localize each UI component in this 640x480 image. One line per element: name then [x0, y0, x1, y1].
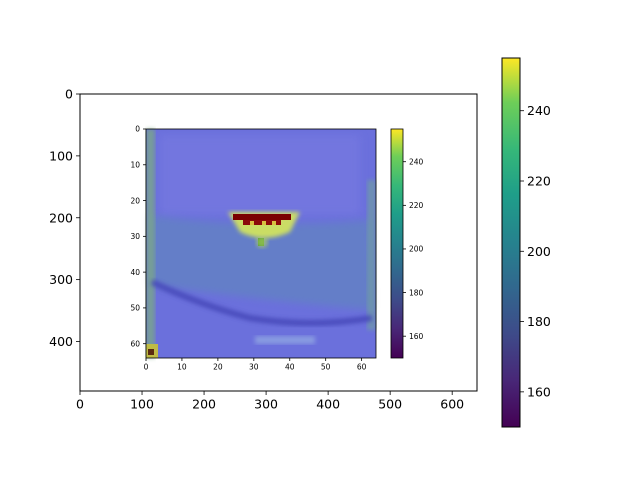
inner-x-tick-label: 50: [321, 363, 331, 372]
outer-y-tick-label: 400: [49, 334, 73, 349]
inner-image-right-edge: [367, 180, 376, 330]
inner-image-hotspot-stem-glow: [256, 236, 268, 248]
outer-x-tick-label: 300: [254, 397, 278, 412]
inner-y-tick-label: 30: [130, 232, 140, 241]
inner-image-corner-dark: [148, 349, 154, 355]
outer-colorbar-tick-label: 220: [527, 174, 551, 189]
inner-colorbar-tick-label: 220: [409, 201, 424, 210]
outer-colorbar-tick-label: 240: [527, 103, 551, 118]
inner-y-tick-label: 50: [130, 304, 140, 313]
inner-y-tick-label: 10: [130, 160, 140, 169]
outer-colorbar-tick-label: 160: [527, 384, 551, 399]
outer-x-tick-label: 100: [130, 397, 154, 412]
inner-x-tick-label: 40: [285, 363, 295, 372]
inner-colorbar-tick-label: 200: [409, 245, 424, 254]
inner-x-tick-label: 0: [144, 363, 149, 372]
inner-image-bottom-strip: [255, 336, 315, 344]
inner-colorbar: [390, 128, 404, 359]
inner-y-ticks: 0 10 20 30 40 50 60: [130, 125, 146, 348]
outer-y-tick-label: 0: [65, 87, 73, 102]
inner-image: [145, 128, 377, 359]
inner-colorbar-tick-label: 240: [409, 157, 424, 166]
inner-y-tick-label: 40: [130, 268, 140, 277]
outer-x-ticks: 0 100 200 300 400 500 600: [76, 391, 464, 412]
inner-image-hotspot-dot-b: [262, 221, 266, 225]
inner-x-tick-label: 10: [177, 363, 187, 372]
outer-colorbar-ticks: 160 180 200 220 240: [520, 103, 551, 399]
outer-colorbar: [501, 57, 521, 428]
inner-image-hotspot-core: [233, 214, 291, 220]
outer-y-tick-label: 200: [49, 210, 73, 225]
inner-image-shade-top: [160, 135, 360, 215]
inner-colorbar-tick-label: 160: [409, 332, 424, 341]
inner-colorbar-ticks: 160 180 200 220 240: [403, 157, 424, 341]
inner-x-tick-label: 20: [213, 363, 223, 372]
inner-x-tick-label: 30: [249, 363, 259, 372]
outer-x-tick-label: 200: [192, 397, 216, 412]
inner-image-hotspot-dot-a: [250, 221, 254, 225]
inner-y-tick-label: 60: [130, 339, 140, 348]
inner-image-hotspot-dot-c: [272, 221, 276, 225]
inner-image-teal-region: [150, 215, 372, 310]
outer-x-tick-label: 0: [76, 397, 84, 412]
outer-x-tick-label: 400: [316, 397, 340, 412]
inner-colorbar-tick-label: 180: [409, 288, 424, 297]
inner-y-tick-label: 20: [130, 196, 140, 205]
outer-colorbar-tick-label: 200: [527, 244, 551, 259]
outer-x-tick-label: 500: [378, 397, 402, 412]
inner-y-tick-label: 0: [135, 125, 140, 134]
outer-colorbar-tick-label: 180: [527, 314, 551, 329]
inner-image-dark-curve: [150, 279, 373, 326]
inner-x-tick-label: 60: [357, 363, 367, 372]
outer-x-tick-label: 600: [440, 397, 464, 412]
outer-y-ticks: 0 100 200 300 400: [49, 87, 80, 349]
inner-x-ticks: 0 10 20 30 40 50 60: [144, 358, 367, 372]
inner-image-frame: [145, 128, 377, 359]
outer-y-tick-label: 300: [49, 272, 73, 287]
outer-y-tick-label: 100: [49, 148, 73, 163]
inner-image-left-edge: [146, 129, 155, 358]
